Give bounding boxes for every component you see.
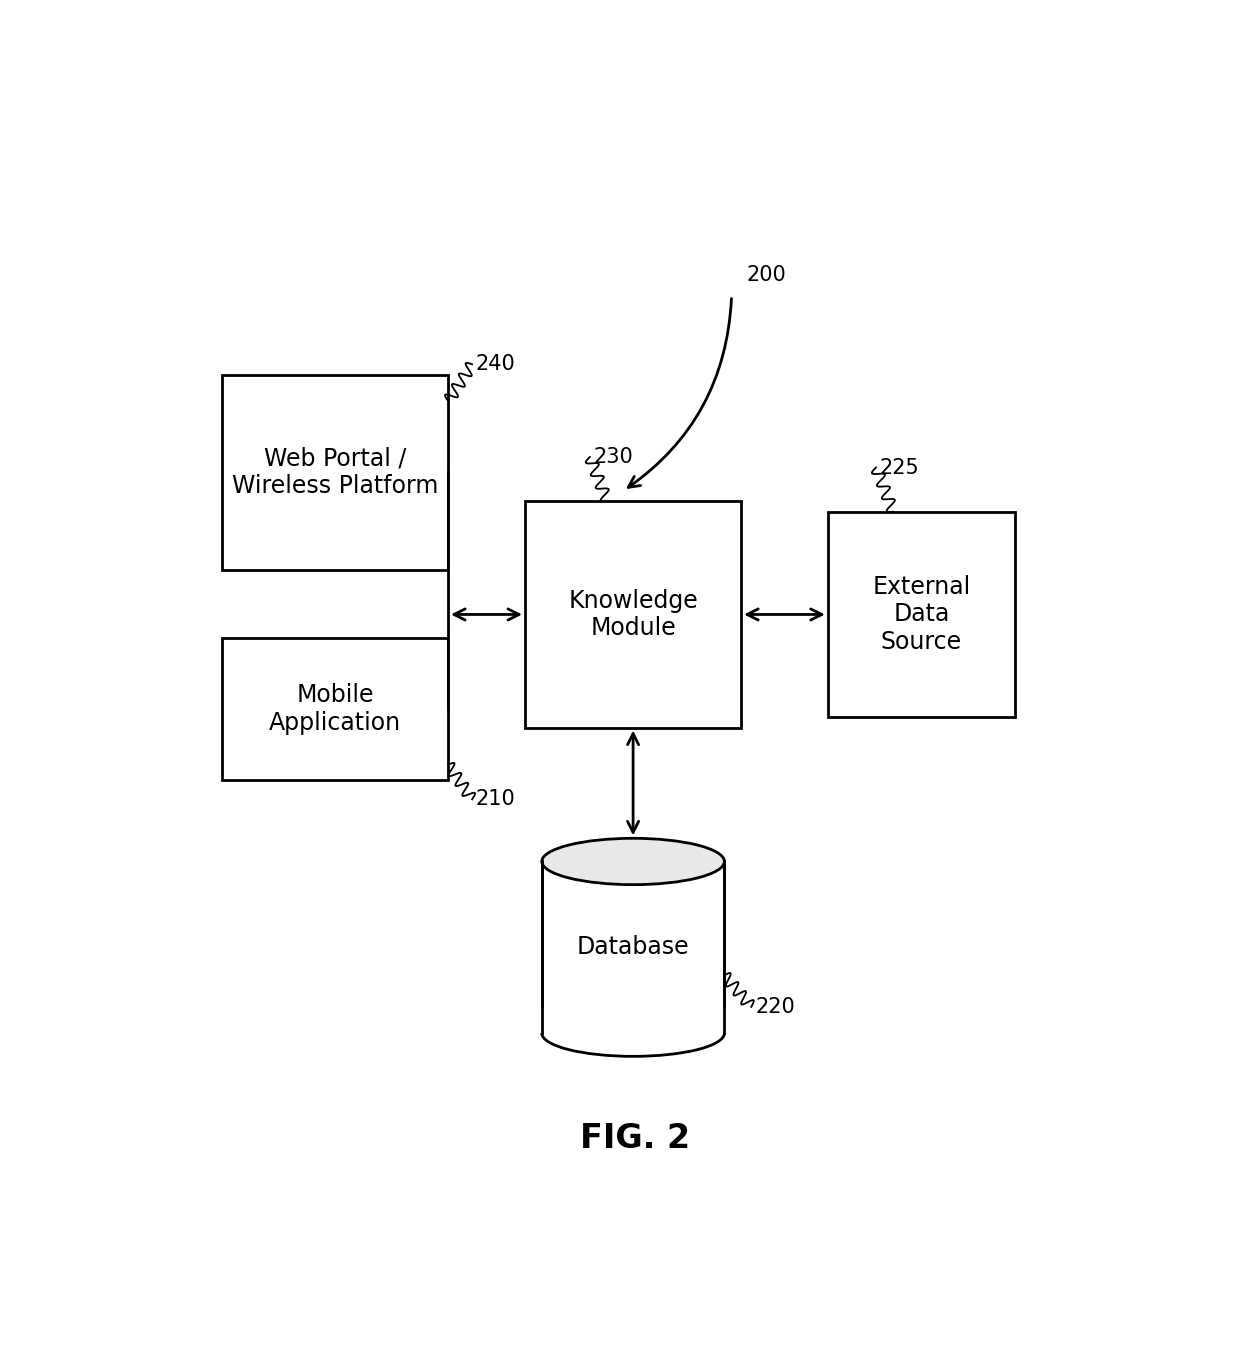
Bar bbox=[537, 1008, 729, 1033]
Bar bbox=[525, 501, 742, 728]
Text: 200: 200 bbox=[746, 265, 786, 285]
Bar bbox=[222, 375, 448, 569]
Text: FIG. 2: FIG. 2 bbox=[580, 1122, 691, 1155]
Text: Web Portal /
Wireless Platform: Web Portal / Wireless Platform bbox=[232, 446, 439, 498]
Ellipse shape bbox=[542, 1010, 724, 1056]
Ellipse shape bbox=[542, 839, 724, 885]
Text: Knowledge
Module: Knowledge Module bbox=[568, 588, 698, 640]
Text: 240: 240 bbox=[476, 354, 516, 375]
Bar bbox=[828, 512, 1016, 717]
Text: 230: 230 bbox=[594, 447, 634, 466]
Text: 220: 220 bbox=[755, 997, 795, 1016]
Text: External
Data
Source: External Data Source bbox=[872, 575, 971, 654]
Text: 225: 225 bbox=[880, 457, 920, 477]
Text: Database: Database bbox=[577, 936, 689, 959]
Bar bbox=[222, 637, 448, 780]
Bar bbox=[542, 862, 724, 1033]
Text: 210: 210 bbox=[476, 789, 516, 810]
Text: Mobile
Application: Mobile Application bbox=[269, 684, 402, 735]
